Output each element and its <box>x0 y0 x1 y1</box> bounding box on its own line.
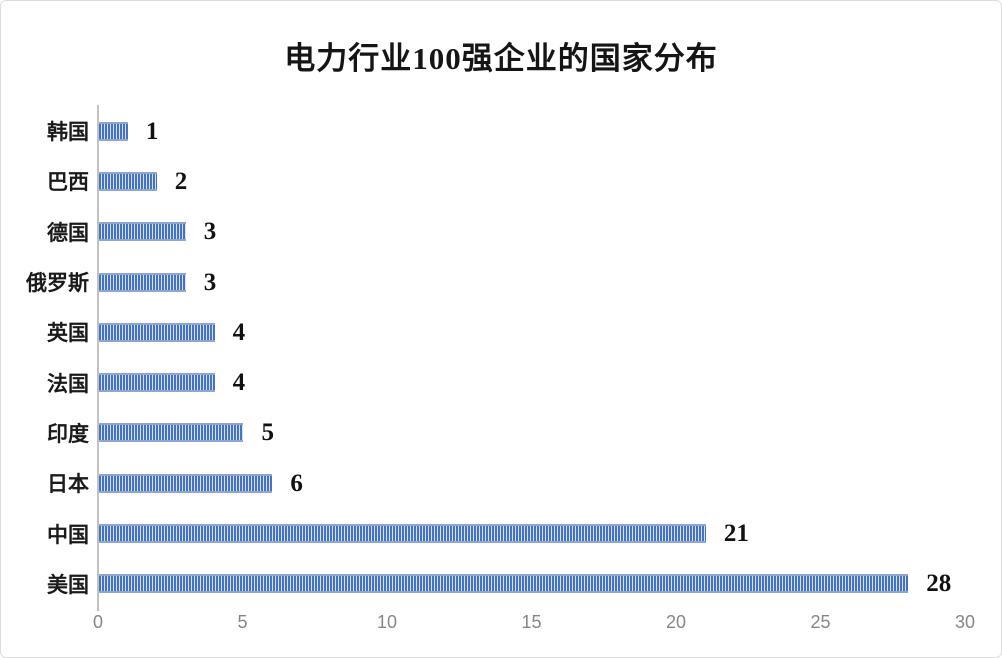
category-label: 日本 <box>47 472 89 497</box>
chart-row: 2 <box>99 156 966 206</box>
y-axis-category-labels: 韩国巴西德国俄罗斯英国法国印度日本中国美国 <box>1 106 89 609</box>
bar <box>99 473 273 493</box>
chart-row: 3 <box>99 257 966 307</box>
value-label: 5 <box>261 419 274 447</box>
chart-row: 5 <box>99 408 966 458</box>
x-tick-label: 30 <box>954 612 976 632</box>
bar <box>99 322 215 342</box>
x-tick-label: 10 <box>376 612 398 632</box>
chart-row: 21 <box>99 508 966 558</box>
x-tick-label: 15 <box>521 612 542 632</box>
bar <box>99 373 215 393</box>
chart-row: 6 <box>99 458 966 508</box>
category-label: 印度 <box>47 421 89 446</box>
bar <box>99 171 157 191</box>
x-axis-tick-labels: 0 5 10 15 20 25 30 <box>1 612 1001 638</box>
chart-row: 4 <box>99 307 966 357</box>
chart-row: 3 <box>99 207 966 257</box>
value-label: 3 <box>203 218 217 246</box>
category-label: 德国 <box>47 220 89 245</box>
category-label: 韩国 <box>47 120 89 145</box>
chart-row: 1 <box>99 106 966 156</box>
category-label: 英国 <box>47 321 89 346</box>
value-label: 4 <box>232 369 246 397</box>
category-label: 巴西 <box>47 170 89 195</box>
bar-rows: 1 2 3 3 4 4 5 6 21 28 <box>99 106 966 609</box>
value-label: 28 <box>926 570 952 598</box>
bar <box>99 222 186 242</box>
y-axis-line <box>97 105 99 611</box>
value-label: 1 <box>145 117 159 145</box>
bar <box>99 574 909 594</box>
bar <box>99 272 186 292</box>
x-tick-label: 0 <box>92 612 103 632</box>
category-label: 中国 <box>47 522 89 547</box>
value-label: 3 <box>203 268 217 296</box>
value-label: 2 <box>174 167 188 195</box>
value-label: 4 <box>232 318 246 346</box>
bar <box>99 524 706 544</box>
value-label: 6 <box>290 469 303 497</box>
chart-row: 4 <box>99 357 966 407</box>
bar <box>99 121 128 141</box>
value-label: 21 <box>723 520 749 548</box>
category-label: 法国 <box>47 371 89 396</box>
x-tick-label: 20 <box>665 612 687 632</box>
chart-row: 28 <box>99 559 966 609</box>
bar <box>99 423 244 443</box>
x-tick-label: 5 <box>237 612 248 632</box>
chart-title: 电力行业100强企业的国家分布 <box>284 41 718 76</box>
category-label: 俄罗斯 <box>26 271 89 296</box>
category-label: 美国 <box>47 572 89 597</box>
x-tick-label: 25 <box>810 612 831 632</box>
